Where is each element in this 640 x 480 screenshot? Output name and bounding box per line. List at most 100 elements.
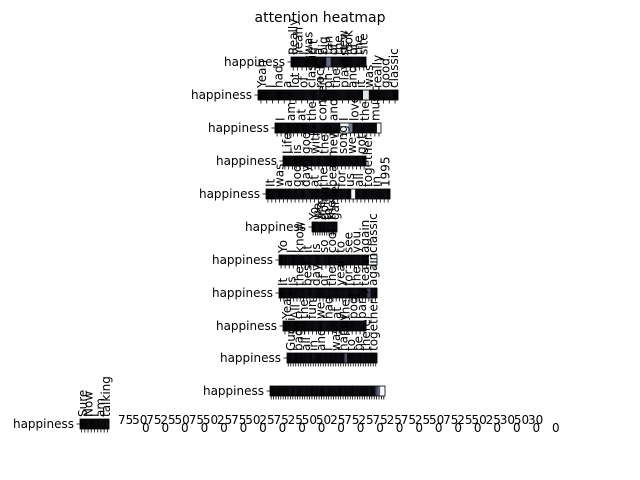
heatmap-cell (361, 386, 364, 396)
bottom-sub-tick-label: 0 (162, 421, 170, 435)
heatmap-cell (350, 156, 355, 166)
heatmap-cell (291, 386, 295, 396)
bottom-tick-label: 75 (146, 413, 161, 427)
heatmap-cell (288, 288, 293, 298)
token-label: party (355, 287, 369, 319)
heatmap-cell (286, 321, 292, 331)
heatmap-cell (339, 156, 344, 166)
heatmap-cell (352, 123, 357, 133)
heatmap-cell (311, 123, 317, 133)
heatmap-row: happinessYoIknowitissocooltoseeyouagainc… (212, 213, 380, 269)
heatmap-cell (356, 386, 359, 396)
heatmap-cell (313, 386, 316, 396)
heatmap-cell (328, 255, 333, 265)
bottom-tick-label: 50 (203, 413, 218, 427)
token-label: look (342, 30, 356, 55)
heatmap-cell (316, 156, 322, 166)
token-label: know (292, 221, 306, 253)
heatmap-cell (375, 386, 379, 396)
heatmap-cell (279, 255, 284, 265)
token-label: all (299, 337, 313, 351)
heatmap-cell (290, 321, 296, 331)
bottom-sub-tick-label: 0 (318, 421, 326, 435)
heatmap-cell (307, 353, 310, 363)
heatmap-cell (310, 321, 315, 331)
heatmap-cell (340, 123, 345, 133)
bottom-tick-label: 30 (528, 413, 543, 427)
heatmap-cell (92, 419, 97, 429)
heatmap-cell (363, 386, 367, 396)
heatmap-cell (377, 386, 381, 396)
heatmap-cell (294, 321, 300, 331)
token-label: there (359, 319, 373, 351)
token-label: 1995 (379, 156, 393, 187)
heatmap-cell (367, 288, 371, 298)
bottom-sub-tick-label: 0 (181, 421, 189, 435)
heatmap-cell (102, 419, 107, 429)
token-label: again (366, 253, 380, 286)
heatmap-cell (307, 123, 312, 133)
heatmap-row: happiness (203, 384, 386, 400)
heatmap-cell (324, 189, 329, 199)
token-label: classic (366, 213, 380, 253)
token-label: together (366, 299, 380, 351)
heatmap-cell (332, 123, 337, 133)
token-label: Life (281, 132, 295, 154)
heatmap-cell (324, 156, 329, 166)
bottom-tick-label: 30 (500, 413, 515, 427)
heatmap-cell (334, 321, 339, 331)
bottom-tick-label: 75 (443, 413, 458, 427)
heatmap-cell (342, 321, 347, 331)
row-label: happiness (208, 121, 269, 135)
heatmap-cell (357, 353, 360, 363)
heatmap-cell (294, 353, 298, 363)
heatmap-cell (299, 353, 303, 363)
bottom-sub-tick-label: 0 (357, 421, 365, 435)
heatmap-cell (362, 189, 368, 199)
token-label: at (330, 307, 344, 319)
heatmap-cell (340, 255, 345, 265)
heatmap-cell (317, 353, 320, 363)
token-label: a (280, 81, 294, 88)
heatmap-row: happinessYeahAllthefunwehadatthepoolpart… (216, 287, 369, 335)
token-label: a (281, 180, 295, 187)
heatmap-cell (341, 288, 345, 298)
heatmap-cell (359, 353, 363, 363)
token-label: of (317, 274, 331, 286)
heatmap-cell (334, 222, 338, 232)
token-label: playlist (337, 45, 351, 88)
token-label: is (284, 276, 298, 286)
token-label: be (351, 336, 365, 351)
token-label: the (358, 101, 372, 121)
heatmap-cell (372, 353, 375, 363)
token-label: team (358, 255, 372, 286)
token-label: Yo (307, 207, 321, 221)
heatmap-cell (368, 123, 374, 133)
heatmap-cell (370, 189, 375, 199)
heatmap-cell (336, 255, 341, 265)
heatmap-cell (324, 353, 328, 363)
heatmap-cell (329, 386, 333, 396)
bottom-sub-tick-label: 0 (220, 421, 228, 435)
heatmap-cell (323, 222, 326, 232)
heatmap-cell (336, 123, 341, 133)
heatmap-cell (372, 123, 378, 133)
token-label: happy (336, 314, 350, 351)
token-label: day (309, 264, 323, 286)
row-label: happiness (199, 187, 260, 201)
heatmap-cell (337, 288, 342, 298)
row-label: happiness (212, 286, 273, 300)
token-label: and (346, 65, 360, 88)
heatmap-cell (320, 189, 325, 199)
heatmap-cell (269, 189, 275, 199)
heatmap-cell (392, 90, 399, 100)
heatmap-cell (360, 123, 365, 133)
heatmap-cell (344, 123, 349, 133)
heatmap-cell (289, 386, 292, 396)
heatmap-cell (279, 386, 283, 396)
heatmap-cell (374, 90, 381, 100)
token-label: the (305, 101, 319, 121)
heatmap-cell (299, 123, 304, 133)
heatmap-cell (382, 189, 387, 199)
token-label: we (313, 302, 327, 319)
